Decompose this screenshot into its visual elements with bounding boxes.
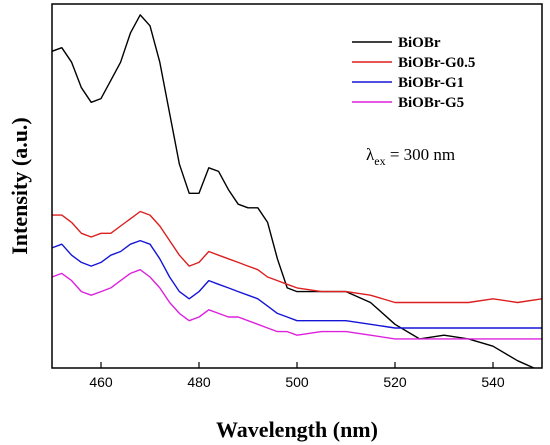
x-axis-title: Wavelength (nm)	[216, 417, 378, 442]
series-line-biobr-g0-5	[52, 210, 542, 304]
legend-label: BiOBr-G5	[398, 95, 464, 111]
legend-label: BiOBr-G0.5	[398, 55, 475, 71]
series-line-biobr	[52, 14, 536, 368]
legend-label: BiOBr-G1	[398, 75, 464, 91]
legend-label: BiOBr	[398, 35, 441, 51]
x-tick-label: 540	[481, 374, 505, 390]
series-layer	[52, 14, 542, 368]
annotation-subscript: ex	[374, 154, 385, 168]
y-axis-title: Intensity (a.u.)	[7, 117, 32, 255]
x-tick-label: 480	[187, 374, 211, 390]
series-line-biobr-g1	[52, 239, 542, 329]
x-axis: 460 480 500 520 540	[89, 362, 505, 390]
x-tick-label: 500	[285, 374, 309, 390]
x-tick-label: 520	[383, 374, 407, 390]
excitation-annotation: λex = 300 nm	[366, 145, 455, 168]
series-line-biobr-g5	[52, 269, 542, 340]
x-tick-label: 460	[89, 374, 113, 390]
annotation-value: = 300 nm	[386, 145, 456, 164]
annotation-lambda: λ	[366, 145, 375, 164]
legend: BiOBr BiOBr-G0.5 BiOBr-G1 BiOBr-G5	[352, 35, 475, 111]
